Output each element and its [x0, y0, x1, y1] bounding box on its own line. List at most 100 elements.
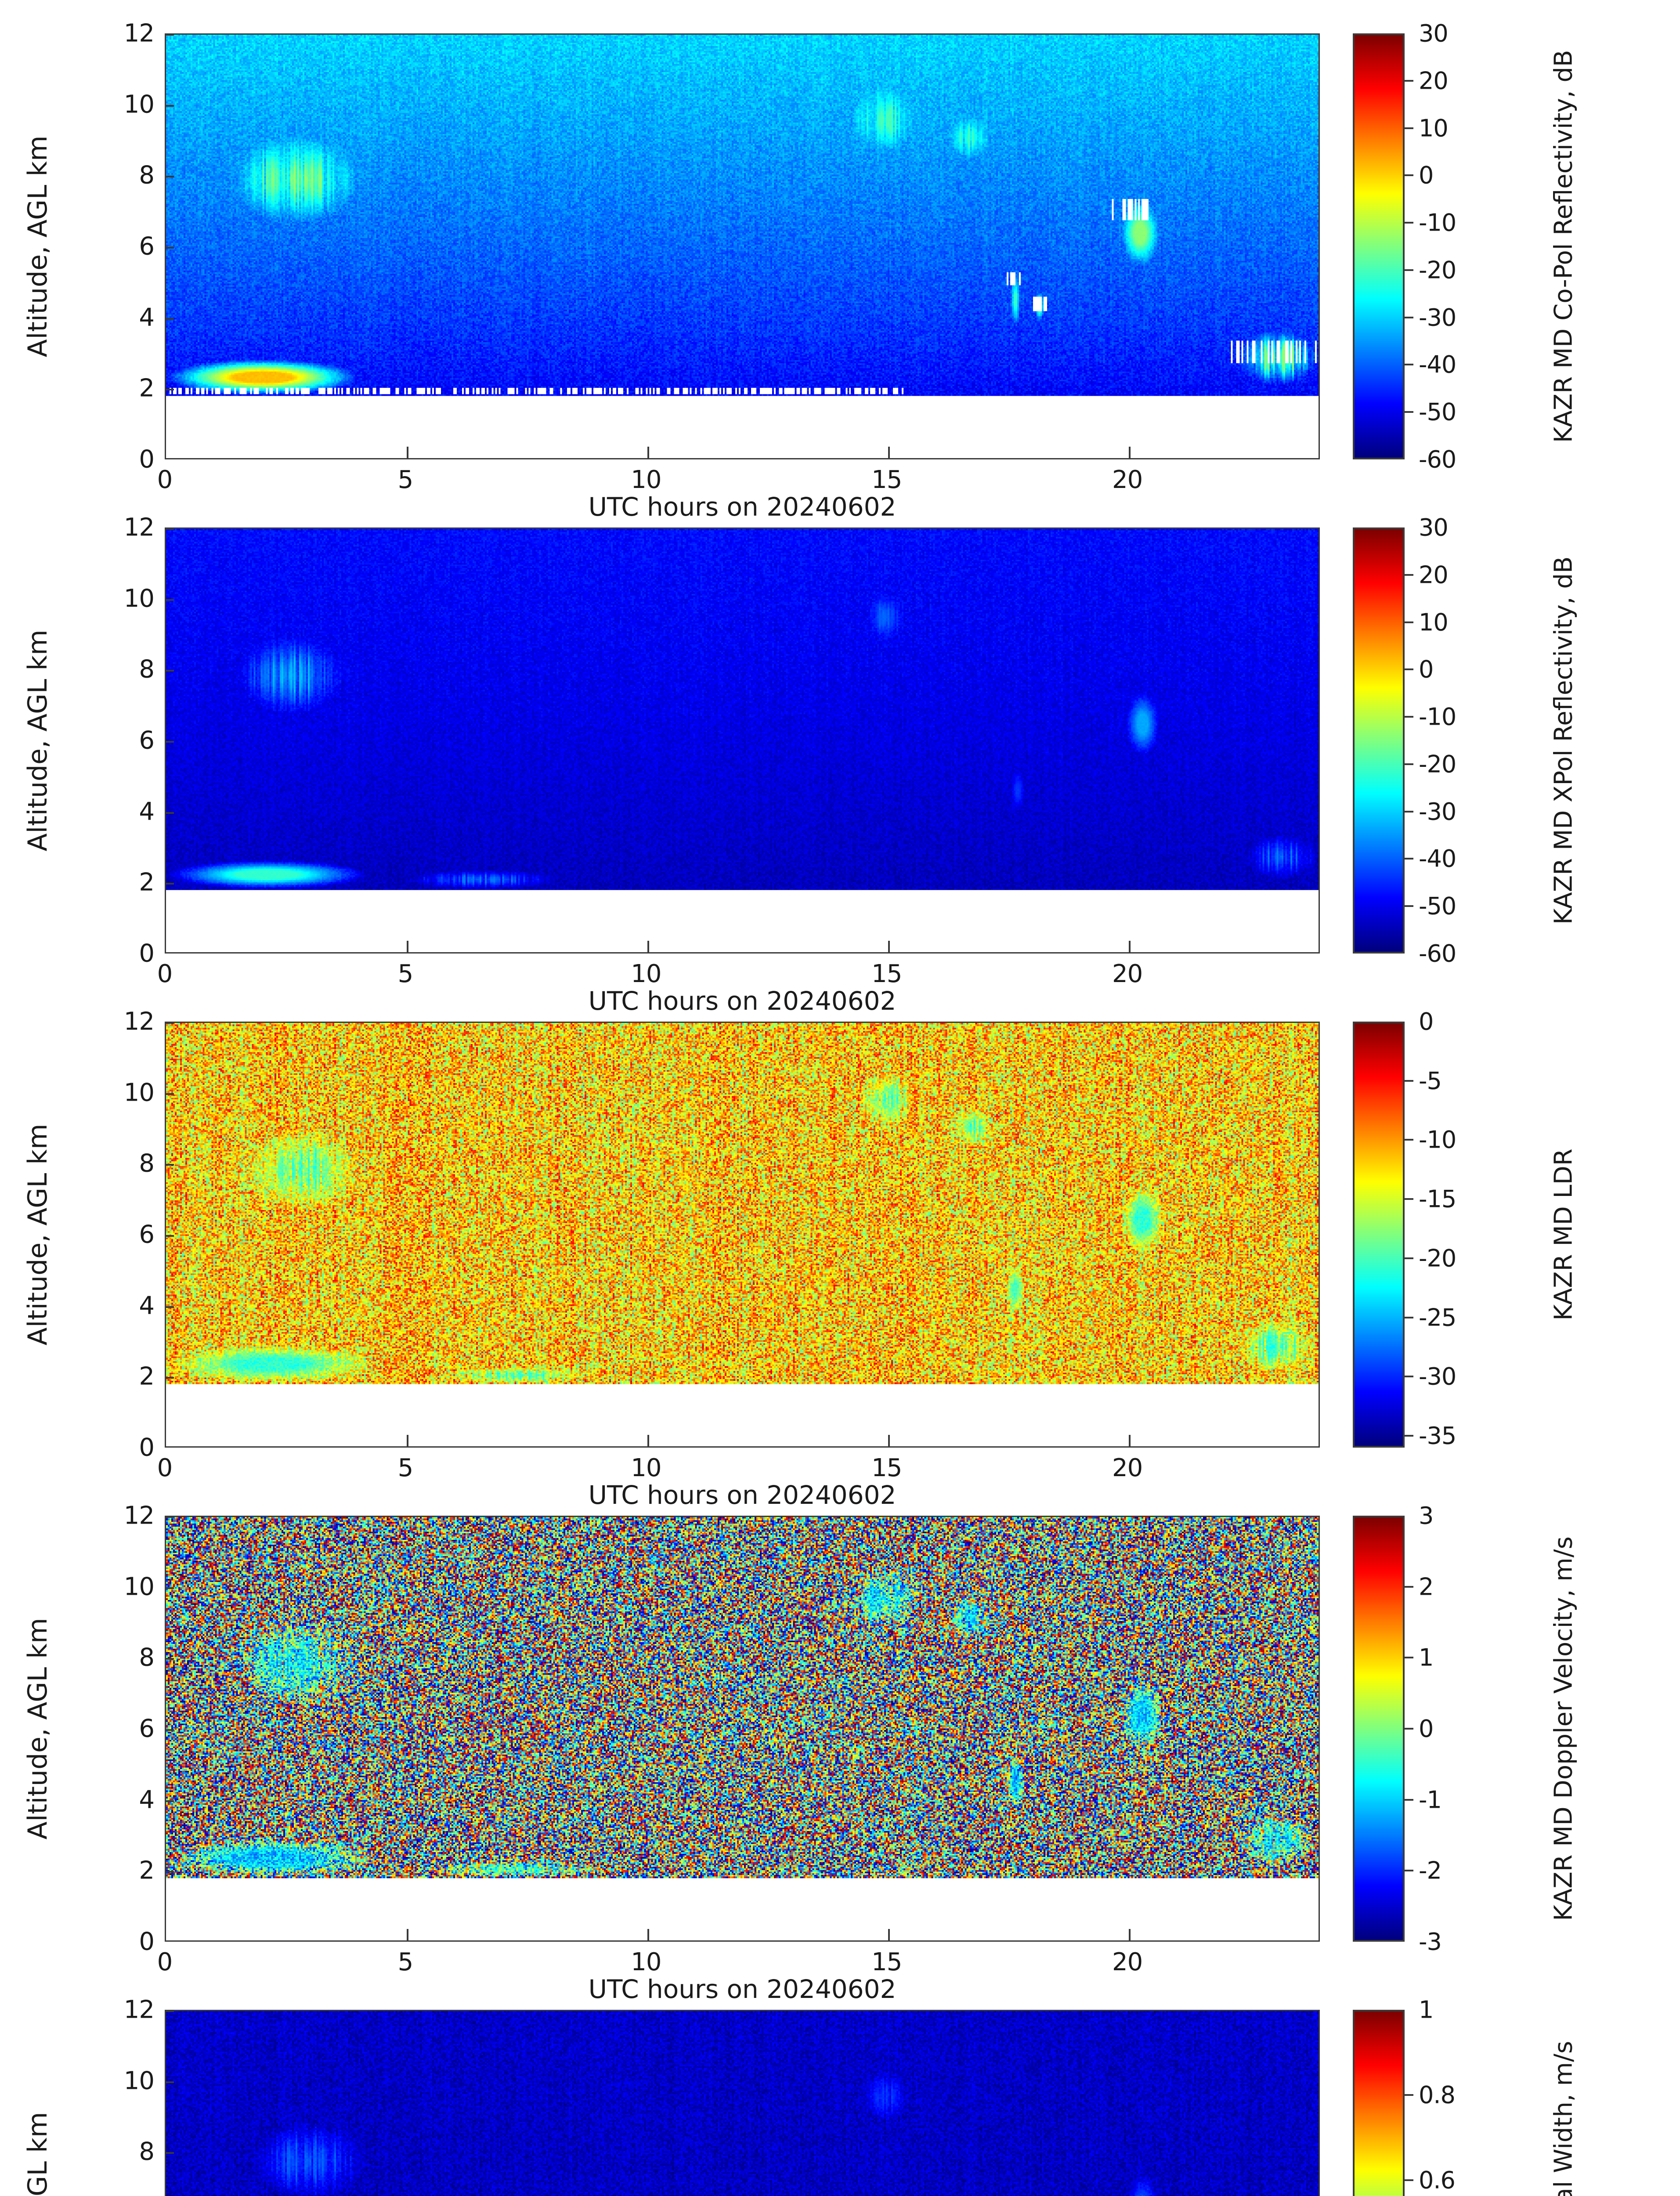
x-tick-mark	[647, 447, 649, 458]
colorbar-tick-label: 0.8	[1419, 2081, 1456, 2109]
heatmap-canvas	[166, 1517, 1319, 1907]
y-tick-label: 4	[139, 1785, 155, 1814]
colorbar-gradient	[1355, 1517, 1403, 1940]
heatmap-canvas	[166, 529, 1319, 919]
colorbar-tick-mark	[1405, 1728, 1413, 1730]
x-tick-mark	[888, 447, 890, 458]
colorbar	[1353, 33, 1405, 459]
colorbar-tick-mark	[1405, 1586, 1413, 1588]
colorbar-tick-label: -30	[1419, 303, 1456, 332]
heatmap-canvas	[166, 1023, 1319, 1413]
colorbar-gradient	[1355, 2012, 1403, 2196]
colorbar-tick-mark	[1405, 668, 1413, 671]
x-tick-label: 15	[871, 1454, 902, 1482]
y-tick-mark	[166, 1235, 174, 1237]
y-axis-ticklabels: 0 2 4 6 8 10 12	[0, 1008, 165, 1462]
colorbar-tick-mark	[1405, 1316, 1413, 1318]
colorbar-tick-mark	[1405, 127, 1413, 129]
x-tick-mark	[647, 941, 649, 952]
x-tick-label: 10	[631, 960, 661, 988]
colorbar-tick-label: 2	[1419, 1573, 1434, 1601]
y-tick-label: 10	[123, 2066, 155, 2095]
heatmap-field	[166, 2011, 1319, 2196]
x-tick-label: 10	[631, 466, 661, 494]
x-tick-mark	[888, 1435, 890, 1446]
y-tick-mark	[166, 105, 174, 107]
colorbar-tick-label: 10	[1419, 608, 1449, 636]
y-tick-label: 0	[139, 445, 155, 474]
y-tick-label: 10	[123, 584, 155, 613]
x-tick-label: 15	[871, 466, 902, 494]
colorbar-tick-mark	[1405, 810, 1413, 813]
colorbar-tick-label: -40	[1419, 350, 1456, 379]
y-tick-mark	[166, 2081, 174, 2083]
colorbar-tick-label: 0.6	[1419, 2166, 1456, 2194]
y-tick-label: 12	[123, 1995, 155, 2024]
x-tick-mark	[406, 447, 408, 458]
heatmap-canvas	[166, 35, 1319, 425]
colorbar-tick-label: 20	[1419, 67, 1449, 95]
x-tick-label: 5	[397, 960, 414, 988]
colorbar-tick-label: -10	[1419, 1126, 1456, 1154]
y-tick-label: 0	[139, 1433, 155, 1462]
colorbar-tick-label: -1	[1419, 1786, 1442, 1814]
y-tick-mark	[166, 1729, 174, 1731]
colorbar-tick-mark	[1405, 1139, 1413, 1141]
x-tick-label: 10	[631, 1948, 661, 1976]
colorbar-tick-label: 30	[1419, 19, 1449, 47]
colorbar-tick-label: -3	[1419, 1928, 1442, 1956]
x-tick-mark	[406, 941, 408, 952]
y-tick-label: 8	[139, 1643, 155, 1672]
y-tick-mark	[166, 389, 174, 391]
colorbar-tick-label: -20	[1419, 256, 1456, 284]
colorbar-title: KAZR MD Spectral Width, m/s	[1550, 2041, 1578, 2196]
x-tick-label: 15	[871, 1948, 902, 1976]
y-tick-mark	[166, 883, 174, 885]
colorbar-tick-mark	[1405, 905, 1413, 907]
y-tick-mark	[166, 599, 174, 601]
colorbar-tick-label: -10	[1419, 209, 1456, 237]
colorbar-title: KAZR MD Co-Pol Reflectivity, dB	[1549, 50, 1578, 443]
y-tick-mark	[166, 1658, 174, 1660]
y-tick-label: 0	[139, 939, 155, 968]
colorbar-tick-mark	[1405, 269, 1413, 271]
colorbar	[1353, 2010, 1405, 2196]
y-tick-mark	[166, 1800, 174, 1802]
colorbar-tick-mark	[1405, 574, 1413, 576]
y-tick-label: 6	[139, 1714, 155, 1743]
colorbar-tick-mark	[1405, 1870, 1413, 1872]
y-tick-mark	[166, 1871, 174, 1873]
colorbar-title: KAZR MD LDR	[1549, 1149, 1578, 1321]
y-tick-label: 12	[123, 19, 155, 48]
y-tick-mark	[166, 1164, 174, 1166]
y-tick-mark	[166, 529, 174, 530]
y-tick-label: 2	[139, 1362, 155, 1391]
colorbar-tick-label: -40	[1419, 845, 1456, 873]
colorbar-tick-label: 0	[1419, 655, 1434, 683]
colorbar-tick-mark	[1405, 1799, 1413, 1801]
colorbar-tick-label: 0	[1419, 161, 1434, 189]
y-tick-mark	[166, 741, 174, 743]
heatmap-field	[166, 1517, 1319, 1907]
y-tick-label: 4	[139, 1291, 155, 1320]
colorbar-tick-label: 10	[1419, 114, 1449, 142]
x-tick-mark	[406, 1929, 408, 1940]
colorbar-tick-label: -30	[1419, 798, 1456, 826]
heatmap-field	[166, 529, 1319, 919]
colorbar-tick-label: -25	[1419, 1304, 1456, 1332]
plot-panel-1: Altitude, AGL km 0 2 4 6 8 10 12 0 5 10 15 20 UTC hou…	[0, 498, 1680, 1016]
colorbar-gradient	[1355, 1023, 1403, 1446]
x-axis-title: UTC hours on 20240602	[588, 492, 896, 522]
y-axis-ticklabels: 0 2 4 6 8 10 12	[0, 513, 165, 968]
colorbar-tick-mark	[1405, 316, 1413, 318]
colorbar-tick-mark	[1405, 411, 1413, 413]
colorbar-tick-label: -35	[1419, 1422, 1456, 1450]
y-tick-label: 12	[123, 1501, 155, 1530]
y-tick-label: 8	[139, 655, 155, 684]
y-tick-mark	[166, 247, 174, 249]
colorbar-title: KAZR MD XPol Reflectivity, dB	[1549, 556, 1578, 925]
y-tick-label: 0	[139, 1927, 155, 1956]
colorbar	[1353, 1516, 1405, 1942]
